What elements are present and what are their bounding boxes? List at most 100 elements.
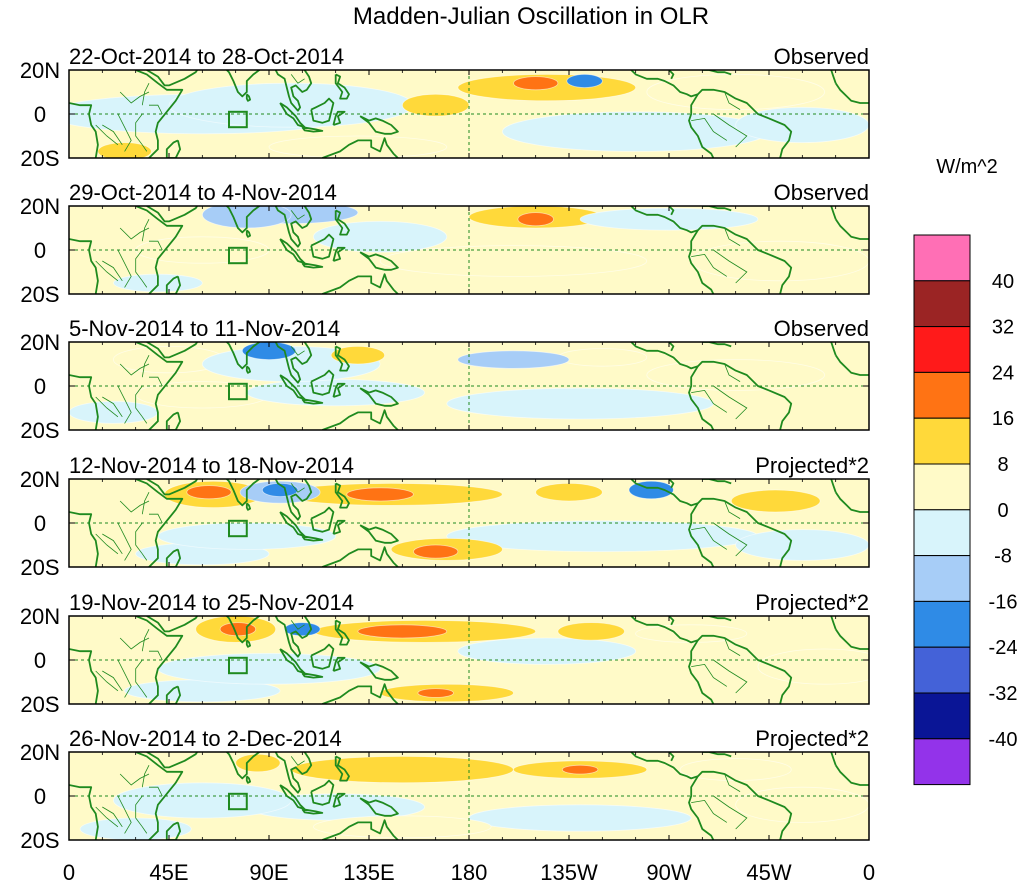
country-border bbox=[713, 113, 748, 148]
y-tick-label: 20N bbox=[20, 58, 60, 83]
negative-anomaly-blob bbox=[457, 638, 636, 665]
coastline bbox=[274, 342, 313, 384]
coastline bbox=[830, 70, 837, 84]
colorbar-label: -40 bbox=[989, 729, 1018, 751]
country-border bbox=[95, 260, 119, 282]
positive-anomaly-blob bbox=[97, 142, 152, 158]
country-border bbox=[691, 526, 728, 550]
anomaly-contour bbox=[757, 648, 869, 685]
x-axis: 0 45E 90E 135E 180 135W 90W 45W 0 bbox=[63, 860, 875, 885]
positive-anomaly-blob bbox=[635, 624, 747, 643]
country-border bbox=[290, 756, 305, 766]
country-border bbox=[141, 492, 150, 515]
colorbar-swatch bbox=[913, 234, 971, 282]
country-border bbox=[95, 124, 119, 146]
coastlines bbox=[69, 616, 869, 704]
coastline bbox=[334, 755, 350, 782]
country-border bbox=[95, 396, 119, 418]
colorbar-swatch bbox=[913, 509, 971, 557]
country-border bbox=[119, 773, 150, 786]
coastline bbox=[334, 209, 350, 236]
reference-box bbox=[228, 382, 248, 401]
coastline bbox=[359, 524, 399, 544]
panel-type-label: Observed bbox=[774, 180, 869, 205]
country-border bbox=[724, 500, 741, 519]
coastline bbox=[359, 797, 399, 817]
positive-anomaly-blob bbox=[691, 241, 869, 281]
country-border bbox=[149, 376, 163, 387]
coastline bbox=[245, 502, 252, 511]
coastline bbox=[301, 535, 324, 542]
x-tick-label: 90W bbox=[646, 860, 691, 885]
coastline bbox=[834, 218, 869, 240]
positive-anomaly-blob bbox=[557, 622, 625, 641]
country-border bbox=[691, 117, 728, 141]
colorbar-label: -16 bbox=[989, 591, 1018, 613]
y-tick-label: 0 bbox=[34, 374, 46, 399]
positive-anomaly-blob bbox=[135, 381, 269, 408]
country-border bbox=[102, 806, 123, 828]
colorbar-label: -24 bbox=[989, 637, 1018, 659]
country-border bbox=[724, 773, 741, 792]
country-border bbox=[724, 363, 741, 382]
country-border bbox=[141, 765, 150, 788]
country-border bbox=[149, 786, 163, 797]
anomaly-contour bbox=[730, 489, 821, 513]
coastline bbox=[274, 752, 313, 794]
country-border bbox=[95, 806, 119, 828]
coastline bbox=[359, 251, 399, 271]
country-border bbox=[119, 91, 150, 104]
coastline bbox=[310, 369, 335, 396]
coastline bbox=[834, 82, 869, 104]
negative-anomaly-blob bbox=[502, 111, 769, 152]
coastline bbox=[834, 764, 869, 786]
coastline bbox=[69, 374, 99, 430]
colorbar-swatch bbox=[913, 371, 971, 419]
coastline bbox=[245, 229, 252, 238]
country-border bbox=[141, 219, 150, 242]
positive-anomaly-blob bbox=[513, 76, 558, 90]
country-border bbox=[135, 113, 148, 152]
panel-type-label: Observed bbox=[774, 44, 869, 69]
coastline bbox=[668, 342, 675, 352]
reference-box bbox=[228, 656, 248, 675]
colorbar-swatch bbox=[913, 417, 971, 465]
colorbar: W/m^2 40 32 24 16 8 0 -8 -16 -24 -32 -40 bbox=[913, 156, 1018, 786]
positive-anomaly-blob bbox=[535, 483, 603, 502]
colorbar-label: 0 bbox=[997, 500, 1008, 522]
positive-anomaly-blob bbox=[346, 487, 414, 501]
anomaly-contour bbox=[239, 480, 321, 504]
country-border bbox=[713, 795, 748, 830]
negative-anomaly-blob bbox=[735, 529, 869, 561]
coastline bbox=[165, 685, 182, 704]
coastline bbox=[135, 616, 184, 704]
panel-1: 20N 0 20S 22-Oct-2014 to 28-Oct-2014 Observe… bbox=[20, 44, 870, 171]
coastline bbox=[359, 661, 399, 681]
anomaly-contour bbox=[113, 782, 292, 819]
y-tick-label: 20N bbox=[20, 604, 60, 629]
coastline bbox=[310, 643, 335, 670]
coastline bbox=[332, 246, 346, 262]
coastline bbox=[834, 354, 869, 376]
anomaly-field bbox=[135, 480, 869, 566]
x-tick-label: 90E bbox=[249, 860, 288, 885]
country-border bbox=[713, 249, 748, 284]
colorbar-label: 16 bbox=[992, 408, 1014, 430]
coastline bbox=[702, 70, 732, 76]
anomaly-contour bbox=[330, 346, 385, 365]
positive-anomaly-blob bbox=[291, 756, 514, 783]
anomaly-field bbox=[69, 342, 825, 424]
country-border bbox=[117, 113, 132, 152]
panel-period-label: 5-Nov-2014 to 11-Nov-2014 bbox=[69, 316, 340, 341]
coastline bbox=[697, 88, 793, 158]
country-border bbox=[102, 396, 123, 418]
coastlines bbox=[69, 479, 869, 567]
country-border bbox=[95, 533, 119, 555]
coastline bbox=[135, 70, 184, 158]
coastline bbox=[697, 770, 793, 840]
panel-5: 20N 0 20S 19-Nov-2014 to 25-Nov-2014 Project… bbox=[20, 590, 870, 717]
positive-anomaly-blob bbox=[417, 688, 454, 698]
y-tick-label: 20N bbox=[20, 740, 60, 765]
country-border bbox=[149, 104, 163, 115]
